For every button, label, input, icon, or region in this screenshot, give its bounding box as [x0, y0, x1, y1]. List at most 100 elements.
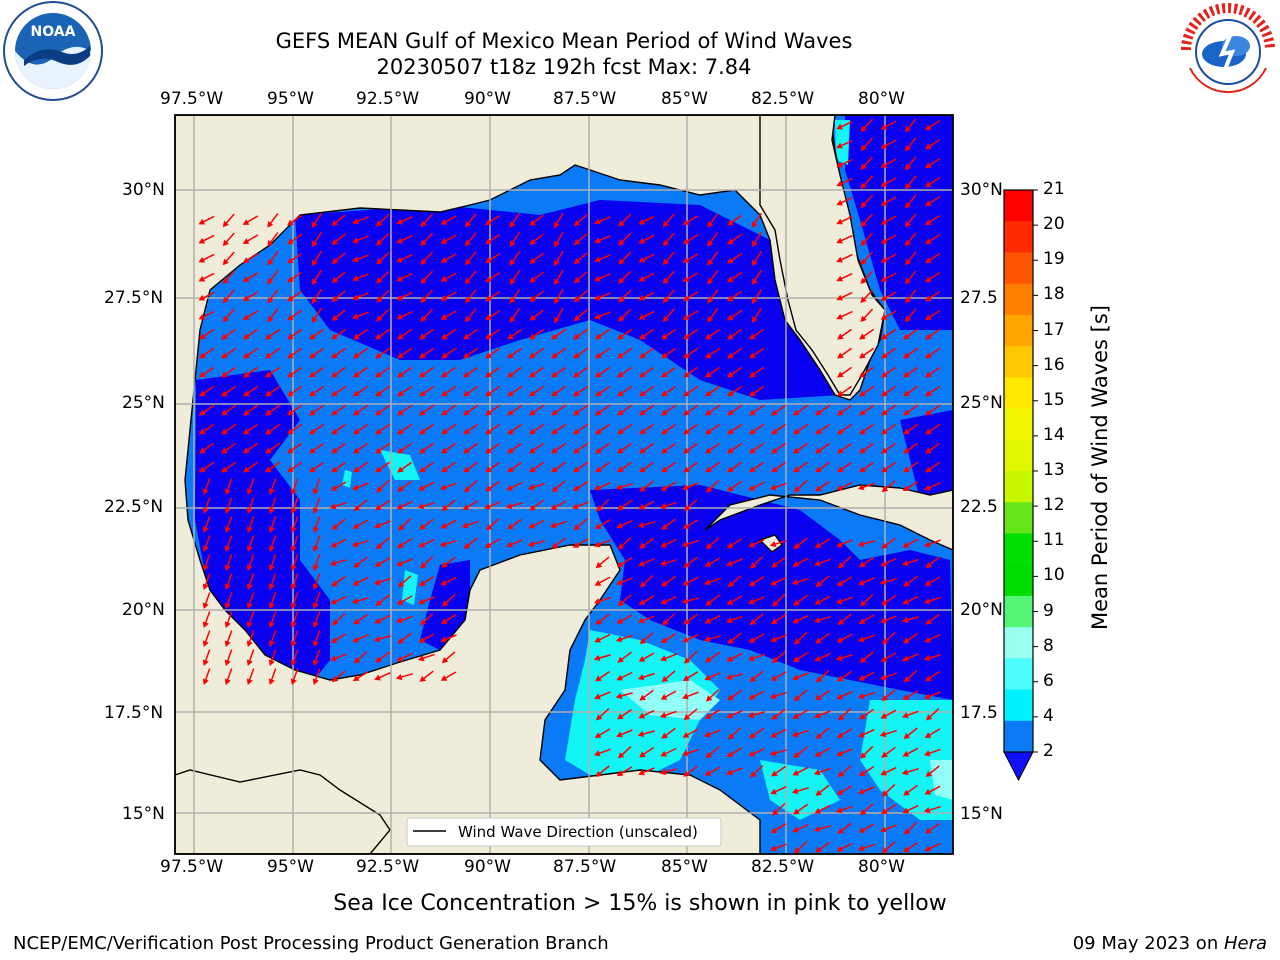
- wind-arrow-head: [905, 277, 912, 285]
- wind-arrow-head: [331, 523, 338, 530]
- wind-arrow-head: [287, 466, 294, 473]
- wind-arrow-head: [639, 352, 646, 359]
- wind-arrow-head: [727, 447, 734, 454]
- wind-arrow-head: [268, 678, 275, 685]
- wind-arrow-head: [353, 657, 361, 664]
- wind-arrow-head: [638, 237, 646, 244]
- wind-arrow-head: [815, 428, 822, 435]
- wind-arrow-head: [771, 466, 778, 473]
- wind-arrow-head: [751, 221, 758, 228]
- wind-arrow-head: [331, 675, 339, 683]
- lon-tick: 87.5°W: [553, 89, 617, 109]
- wind-arrow-head: [202, 564, 209, 571]
- wind-arrow-head: [290, 545, 297, 552]
- lon-tick: 90°W: [464, 89, 511, 109]
- wind-arrow-head: [770, 827, 778, 834]
- wind-arrow-head: [246, 507, 253, 514]
- wind-arrow-head: [202, 678, 209, 685]
- wind-arrow-head: [374, 522, 381, 529]
- lat-tick: 22.5°N: [104, 497, 164, 517]
- wind-arrow-head: [792, 826, 799, 833]
- wind-arrow-head: [529, 447, 536, 454]
- wind-arrow-head: [639, 694, 646, 701]
- wind-arrow-head: [594, 256, 601, 263]
- wind-arrow-head: [246, 678, 253, 685]
- wind-arrow-head: [859, 656, 867, 663]
- wind-arrow-head: [858, 674, 866, 681]
- wind-arrow-head: [924, 750, 931, 757]
- wind-arrow-head: [660, 485, 668, 491]
- wind-arrow-head: [572, 542, 580, 548]
- wind-arrow-head: [268, 545, 275, 552]
- wind-arrow-head: [924, 484, 931, 491]
- wind-arrow-head: [751, 240, 758, 247]
- wind-arrow-head: [268, 583, 275, 590]
- wind-arrow-head: [681, 541, 689, 548]
- wind-arrow-head: [661, 352, 668, 359]
- wind-arrow-head: [860, 315, 867, 323]
- wind-arrow-head: [529, 257, 536, 264]
- wind-arrow-head: [638, 503, 646, 510]
- wind-arrow-head: [198, 313, 206, 320]
- wind-arrow-head: [661, 675, 669, 683]
- wind-arrow-head: [419, 447, 426, 454]
- wind-arrow-head: [836, 313, 843, 320]
- wind-arrow-head: [287, 447, 294, 454]
- wind-arrow-head: [418, 541, 425, 548]
- wind-arrow-head: [242, 219, 250, 225]
- wind-arrow-head: [268, 602, 275, 609]
- wind-arrow-head: [705, 466, 712, 473]
- wind-arrow-head: [660, 655, 667, 662]
- lat-tick: 25°N: [960, 393, 1003, 413]
- wind-arrow-head: [330, 598, 337, 605]
- wind-arrow-head: [246, 545, 253, 552]
- wind-arrow-head: [682, 295, 690, 301]
- wind-arrow-head: [202, 583, 209, 590]
- gridlines: [175, 115, 953, 854]
- wind-arrow-head: [815, 694, 822, 701]
- wind-arrow-head: [529, 276, 536, 283]
- wind-arrow-head: [507, 466, 514, 473]
- wind-arrow-head: [529, 466, 536, 473]
- lon-tick: 85°W: [661, 89, 708, 109]
- wind-arrow-head: [659, 768, 667, 776]
- wind-arrow-head: [615, 692, 623, 700]
- wind-arrow-head: [727, 276, 734, 283]
- lon-tick: 97.5°W: [160, 857, 224, 877]
- wind-arrow-head: [639, 485, 646, 492]
- wind-arrow-head: [902, 807, 909, 814]
- wind-arrow-head: [594, 541, 601, 548]
- wind-arrow-head: [330, 541, 338, 548]
- wind-arrow-head: [551, 542, 558, 549]
- wind-arrow-head: [638, 656, 646, 662]
- wind-arrow-head: [198, 275, 206, 282]
- wind-arrow-head: [639, 581, 647, 588]
- wind-arrow-head: [618, 220, 625, 227]
- wind-arrow-head: [396, 560, 403, 567]
- wind-arrow-head: [814, 751, 822, 757]
- wind-arrow-head: [925, 827, 932, 834]
- wind-arrow-head: [529, 295, 536, 302]
- wind-arrow-head: [463, 333, 470, 340]
- wind-arrow-head: [396, 218, 403, 225]
- wind-arrow-head: [837, 390, 844, 397]
- wind-arrow-head: [813, 825, 821, 833]
- wind-arrow-head: [312, 564, 319, 571]
- wind-arrow-head: [440, 257, 448, 263]
- wind-arrow-head: [749, 619, 757, 626]
- wind-arrow-head: [396, 503, 403, 510]
- wind-arrow-head: [268, 621, 275, 628]
- wind-arrow-head: [573, 447, 580, 454]
- colorbar-segment: [1004, 658, 1033, 691]
- wind-arrow-head: [726, 655, 734, 662]
- chart-subtitle: 20230507 t18z 192h fcst Max: 7.84: [376, 55, 752, 79]
- wind-arrow-head: [397, 466, 404, 473]
- wind-arrow-head: [417, 655, 425, 662]
- wind-arrow-head: [769, 693, 777, 700]
- sea-ice-note: Sea Ice Concentration > 15% is shown in …: [333, 891, 947, 916]
- wind-arrow-head: [311, 259, 318, 266]
- wind-arrow-head: [902, 750, 910, 757]
- wind-arrow-head: [704, 561, 712, 567]
- wind-arrow-head: [265, 352, 272, 359]
- wind-arrow-head: [638, 712, 646, 719]
